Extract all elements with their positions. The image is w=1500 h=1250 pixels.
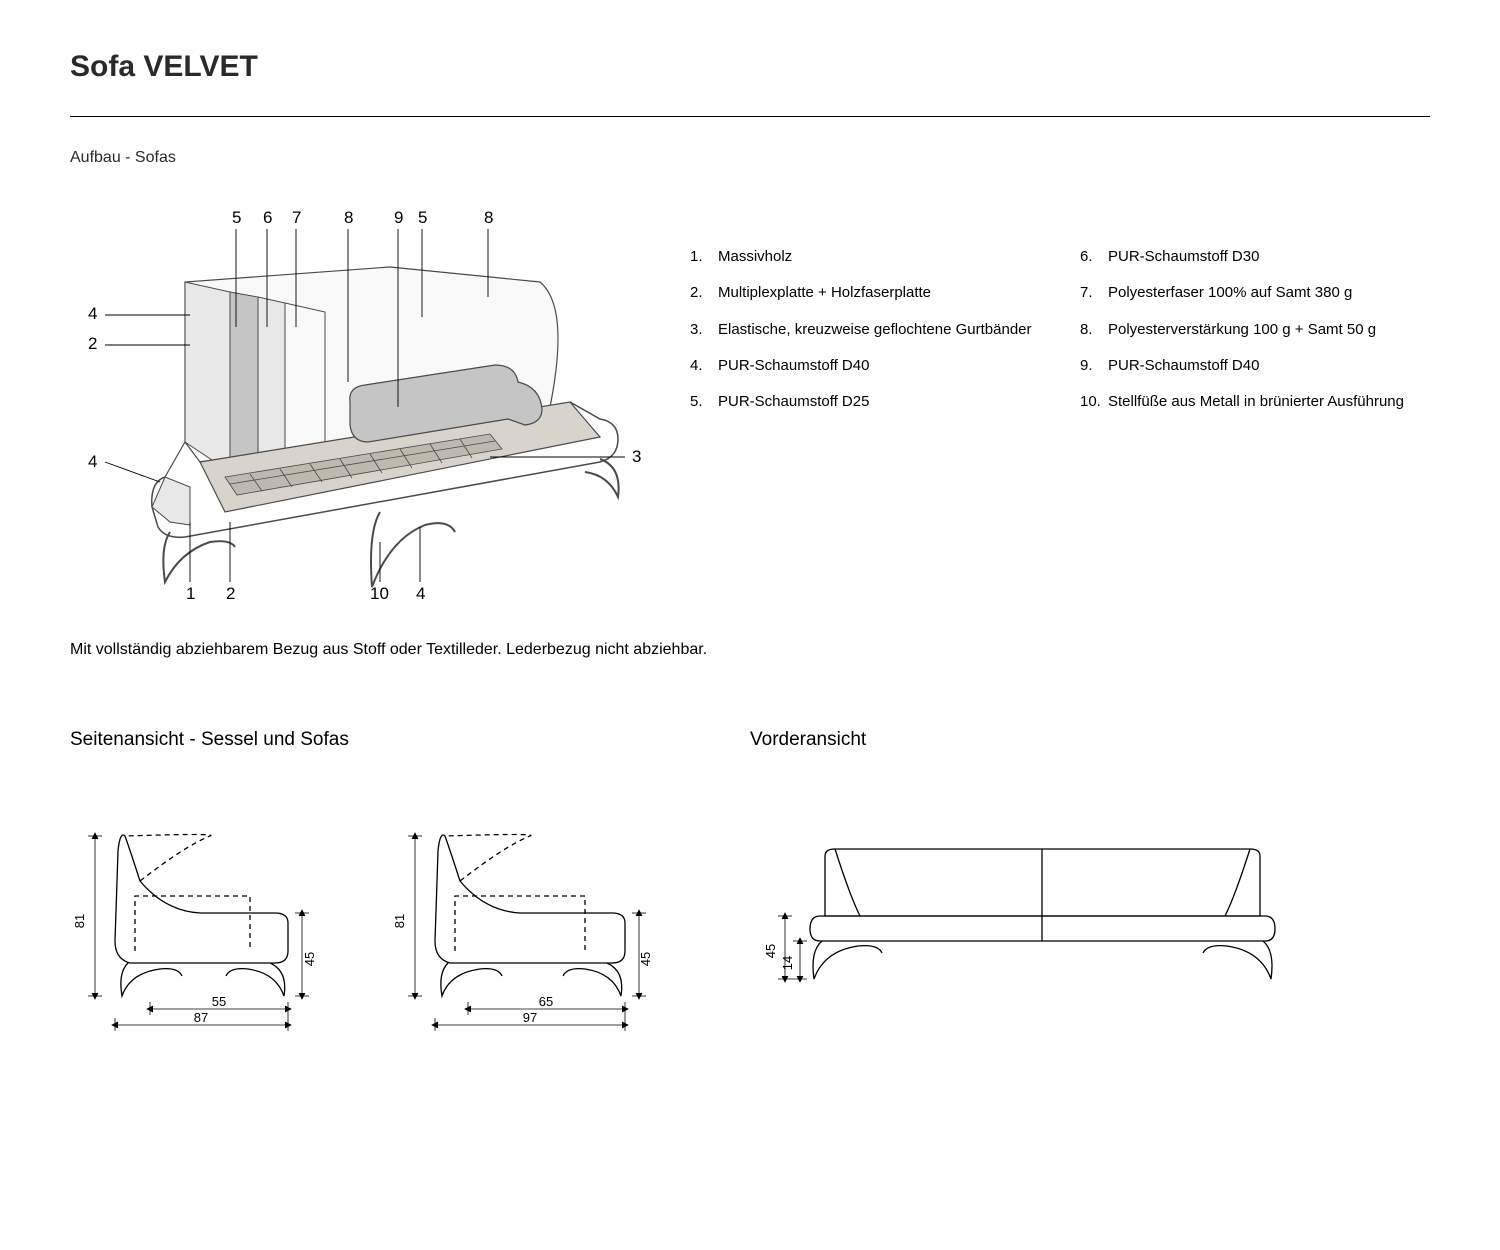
front-heading: Vorderansicht — [750, 729, 1310, 751]
svg-text:45: 45 — [302, 952, 317, 966]
svg-text:97: 97 — [523, 1010, 537, 1025]
callout-top-3: 8 — [344, 208, 353, 227]
callout-top-6: 8 — [484, 208, 493, 227]
legend-item: 7.Polyesterfaser 100% auf Samt 380 g — [1080, 283, 1430, 303]
side-heading: Seitenansicht - Sessel und Sofas — [70, 729, 650, 751]
legend-item: 1.Massivholz — [690, 247, 1040, 267]
svg-text:81: 81 — [392, 914, 407, 928]
svg-text:14: 14 — [780, 956, 795, 970]
page-title: Sofa VELVET — [70, 50, 1430, 84]
views-row: Seitenansicht - Sessel und Sofas — [70, 729, 1430, 1041]
callout-top-0: 5 — [232, 208, 241, 227]
legend: 1.Massivholz 2.Multiplexplatte + Holzfas… — [670, 187, 1430, 607]
svg-text:81: 81 — [72, 914, 87, 928]
legend-item: 4.PUR-Schaumstoff D40 — [690, 356, 1040, 376]
callout-top-5: 5 — [418, 208, 427, 227]
callout-left-1: 2 — [88, 334, 97, 353]
construction-label: Aufbau - Sofas — [70, 149, 1430, 167]
legend-item: 6.PUR-Schaumstoff D30 — [1080, 247, 1430, 267]
side-view-2: 81 45 65 97 — [390, 801, 650, 1041]
svg-text:45: 45 — [638, 952, 650, 966]
cutaway-diagram: 5 6 7 8 9 5 8 4 2 4 3 — [70, 187, 670, 607]
front-view: 45 14 — [750, 801, 1310, 1041]
callout-bottom-2: 10 — [370, 584, 389, 603]
callout-top-1: 6 — [263, 208, 272, 227]
construction-section: 5 6 7 8 9 5 8 4 2 4 3 — [70, 187, 1430, 607]
svg-text:87: 87 — [194, 1010, 208, 1025]
callout-left-0: 4 — [88, 304, 97, 323]
svg-text:65: 65 — [539, 994, 553, 1009]
callout-right-0: 3 — [632, 447, 641, 466]
callout-bottom-3: 4 — [416, 584, 425, 603]
legend-col-right: 6.PUR-Schaumstoff D30 7.Polyesterfaser 1… — [1080, 247, 1430, 607]
side-view-1: 81 45 55 87 — [70, 801, 320, 1041]
legend-item: 5.PUR-Schaumstoff D25 — [690, 392, 1040, 412]
side-views-group: Seitenansicht - Sessel und Sofas — [70, 729, 650, 1041]
legend-item: 8.Polyesterverstärkung 100 g + Samt 50 g — [1080, 320, 1430, 340]
svg-text:45: 45 — [763, 944, 778, 958]
legend-item: 2.Multiplexplatte + Holzfaserplatte — [690, 283, 1040, 303]
svg-text:55: 55 — [212, 994, 226, 1009]
legend-item: 3.Elastische, kreuzweise geflochtene Gur… — [690, 320, 1040, 340]
front-view-group: Vorderansicht 45 14 — [750, 729, 1310, 1041]
legend-col-left: 1.Massivholz 2.Multiplexplatte + Holzfas… — [690, 247, 1040, 607]
legend-item: 9.PUR-Schaumstoff D40 — [1080, 356, 1430, 376]
callout-top-4: 9 — [394, 208, 403, 227]
legend-item: 10.Stellfüße aus Metall in brünierter Au… — [1080, 392, 1430, 412]
callout-bottomleft-0: 4 — [88, 452, 97, 471]
title-divider — [70, 116, 1430, 117]
covering-note: Mit vollständig abziehbarem Bezug aus St… — [70, 641, 1430, 659]
callout-top-2: 7 — [292, 208, 301, 227]
callout-bottom-0: 1 — [186, 584, 195, 603]
callout-bottom-1: 2 — [226, 584, 235, 603]
